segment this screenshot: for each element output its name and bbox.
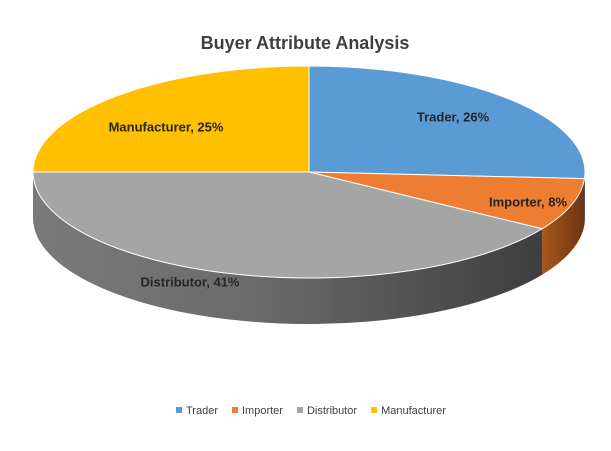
chart-title: Buyer Attribute Analysis <box>201 33 410 53</box>
legend-item-distributor: Distributor <box>296 405 357 417</box>
pie-slice-distributor <box>32 171 543 279</box>
legend-label-trader: Trader <box>186 405 218 417</box>
legend-label-importer: Importer <box>242 405 283 417</box>
data-label-importer: Importer, 8% <box>489 194 567 209</box>
legend-item-trader: Trader <box>176 405 218 417</box>
pie-slices <box>32 65 586 279</box>
slice-side-trader <box>584 172 585 225</box>
legend-swatch-trader <box>176 407 182 413</box>
pie-data-labels: Trader, 26% Importer, 8% Distributor, 41% M… <box>109 109 568 289</box>
chart-legend: Trader Importer Distributor Manufacturer <box>176 405 446 417</box>
pie-slice-manufacturer <box>32 65 310 173</box>
data-label-trader: Trader, 26% <box>417 109 490 124</box>
legend-swatch-distributor <box>296 407 303 413</box>
legend-swatch-manufacturer <box>371 407 378 413</box>
pie-slice-trader <box>308 65 586 180</box>
legend-item-importer: Importer <box>232 405 283 417</box>
legend-swatch-importer <box>232 407 238 413</box>
data-label-manufacturer: Manufacturer, 25% <box>109 119 224 134</box>
legend-item-manufacturer: Manufacturer <box>371 405 446 417</box>
legend-label-manufacturer: Manufacturer <box>381 405 446 417</box>
legend-label-distributor: Distributor <box>307 405 357 417</box>
slice-side-distributor <box>33 172 543 324</box>
pie-slice-importer <box>308 171 585 230</box>
data-label-distributor: Distributor, 41% <box>141 274 240 289</box>
